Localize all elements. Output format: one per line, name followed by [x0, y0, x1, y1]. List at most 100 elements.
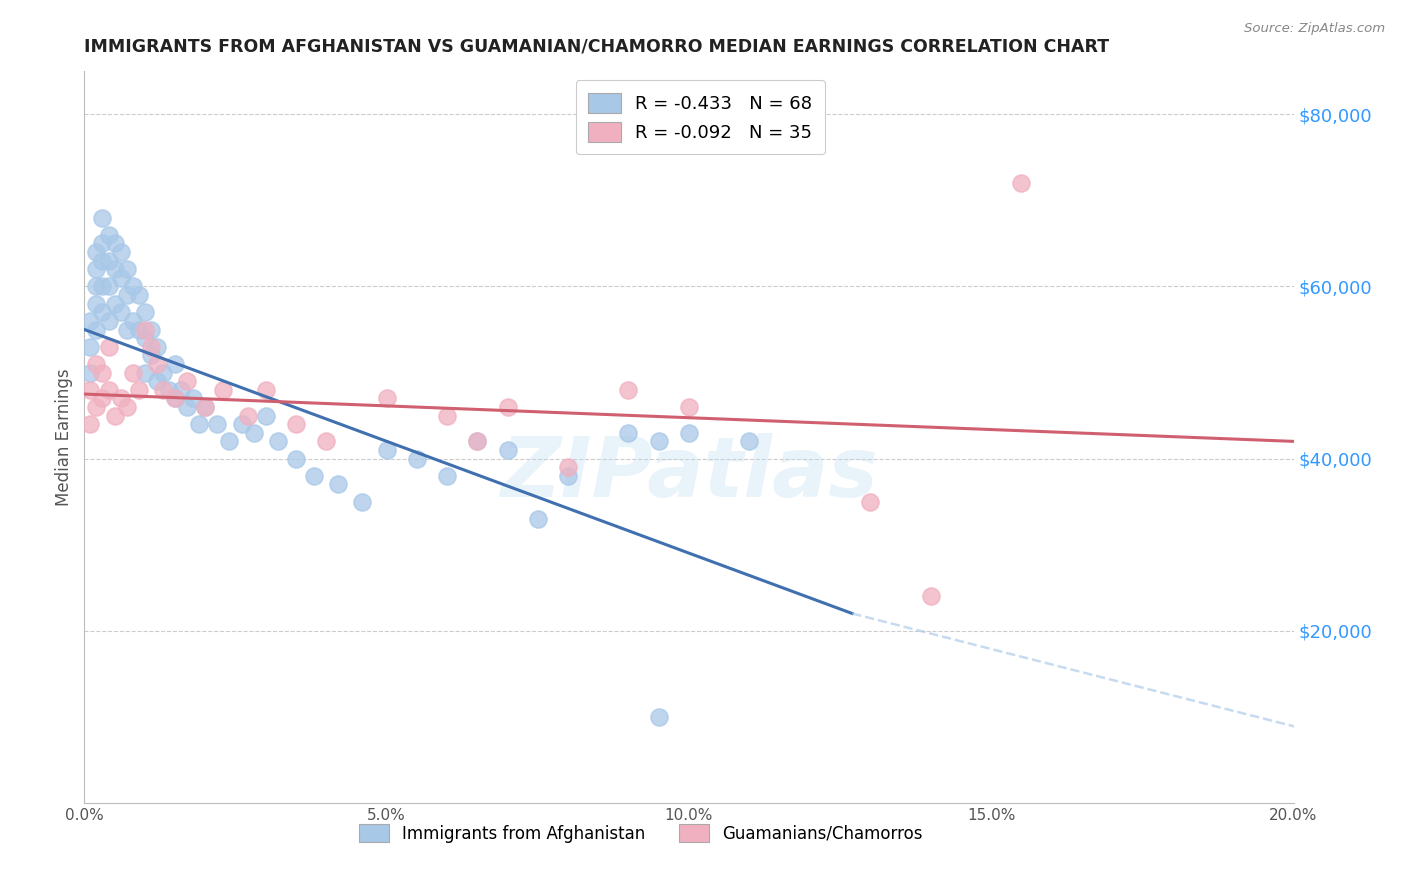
Point — [104, 409, 127, 423]
Point — [285, 417, 308, 432]
Point — [152, 366, 174, 380]
Point — [104, 296, 127, 310]
Point — [134, 331, 156, 345]
Point — [496, 442, 519, 457]
Point — [218, 434, 240, 449]
Point — [79, 417, 101, 432]
Y-axis label: Median Earnings: Median Earnings — [55, 368, 73, 506]
Point — [375, 442, 398, 457]
Point — [139, 322, 162, 336]
Point — [557, 468, 579, 483]
Point — [91, 211, 114, 225]
Point — [121, 314, 143, 328]
Point — [104, 236, 127, 251]
Point — [110, 305, 132, 319]
Point — [115, 322, 138, 336]
Text: IMMIGRANTS FROM AFGHANISTAN VS GUAMANIAN/CHAMORRO MEDIAN EARNINGS CORRELATION CH: IMMIGRANTS FROM AFGHANISTAN VS GUAMANIAN… — [84, 38, 1109, 56]
Point — [91, 253, 114, 268]
Point — [236, 409, 259, 423]
Point — [859, 494, 882, 508]
Point — [110, 392, 132, 406]
Point — [139, 348, 162, 362]
Point — [436, 468, 458, 483]
Point — [146, 374, 169, 388]
Point — [86, 357, 108, 371]
Point — [352, 494, 374, 508]
Point — [121, 366, 143, 380]
Point — [648, 434, 671, 449]
Point — [285, 451, 308, 466]
Point — [678, 425, 700, 440]
Point — [139, 340, 162, 354]
Point — [194, 400, 217, 414]
Point — [207, 417, 229, 432]
Point — [467, 434, 489, 449]
Point — [86, 400, 108, 414]
Point — [110, 271, 132, 285]
Point — [97, 340, 120, 354]
Point — [406, 451, 429, 466]
Point — [188, 417, 211, 432]
Point — [170, 383, 193, 397]
Point — [375, 392, 398, 406]
Point — [86, 279, 108, 293]
Point — [194, 400, 217, 414]
Legend: Immigrants from Afghanistan, Guamanians/Chamorros: Immigrants from Afghanistan, Guamanians/… — [352, 817, 929, 849]
Point — [79, 383, 101, 397]
Point — [115, 262, 138, 277]
Point — [146, 357, 169, 371]
Point — [165, 392, 187, 406]
Text: ZIPatlas: ZIPatlas — [501, 434, 877, 514]
Point — [920, 589, 942, 603]
Point — [79, 314, 101, 328]
Point — [86, 322, 108, 336]
Point — [678, 400, 700, 414]
Point — [231, 417, 253, 432]
Point — [91, 392, 114, 406]
Point — [91, 366, 114, 380]
Point — [91, 279, 114, 293]
Point — [97, 279, 120, 293]
Point — [86, 296, 108, 310]
Point — [91, 236, 114, 251]
Point — [181, 392, 204, 406]
Point — [97, 253, 120, 268]
Point — [557, 460, 579, 475]
Point — [315, 434, 337, 449]
Point — [128, 383, 150, 397]
Point — [115, 288, 138, 302]
Point — [157, 383, 180, 397]
Point — [254, 383, 277, 397]
Point — [128, 288, 150, 302]
Point — [97, 227, 120, 242]
Point — [97, 314, 120, 328]
Point — [134, 305, 156, 319]
Point — [496, 400, 519, 414]
Point — [86, 262, 108, 277]
Point — [267, 434, 290, 449]
Point — [79, 366, 101, 380]
Point — [242, 425, 264, 440]
Point — [104, 262, 127, 277]
Point — [165, 357, 187, 371]
Point — [165, 392, 187, 406]
Point — [121, 279, 143, 293]
Point — [527, 512, 550, 526]
Point — [152, 383, 174, 397]
Point — [254, 409, 277, 423]
Point — [86, 245, 108, 260]
Point — [648, 710, 671, 724]
Point — [617, 383, 640, 397]
Point — [212, 383, 235, 397]
Point — [328, 477, 350, 491]
Point — [176, 374, 198, 388]
Point — [128, 322, 150, 336]
Point — [436, 409, 458, 423]
Point — [91, 305, 114, 319]
Point — [617, 425, 640, 440]
Point — [176, 400, 198, 414]
Point — [110, 245, 132, 260]
Point — [134, 322, 156, 336]
Point — [146, 340, 169, 354]
Point — [79, 340, 101, 354]
